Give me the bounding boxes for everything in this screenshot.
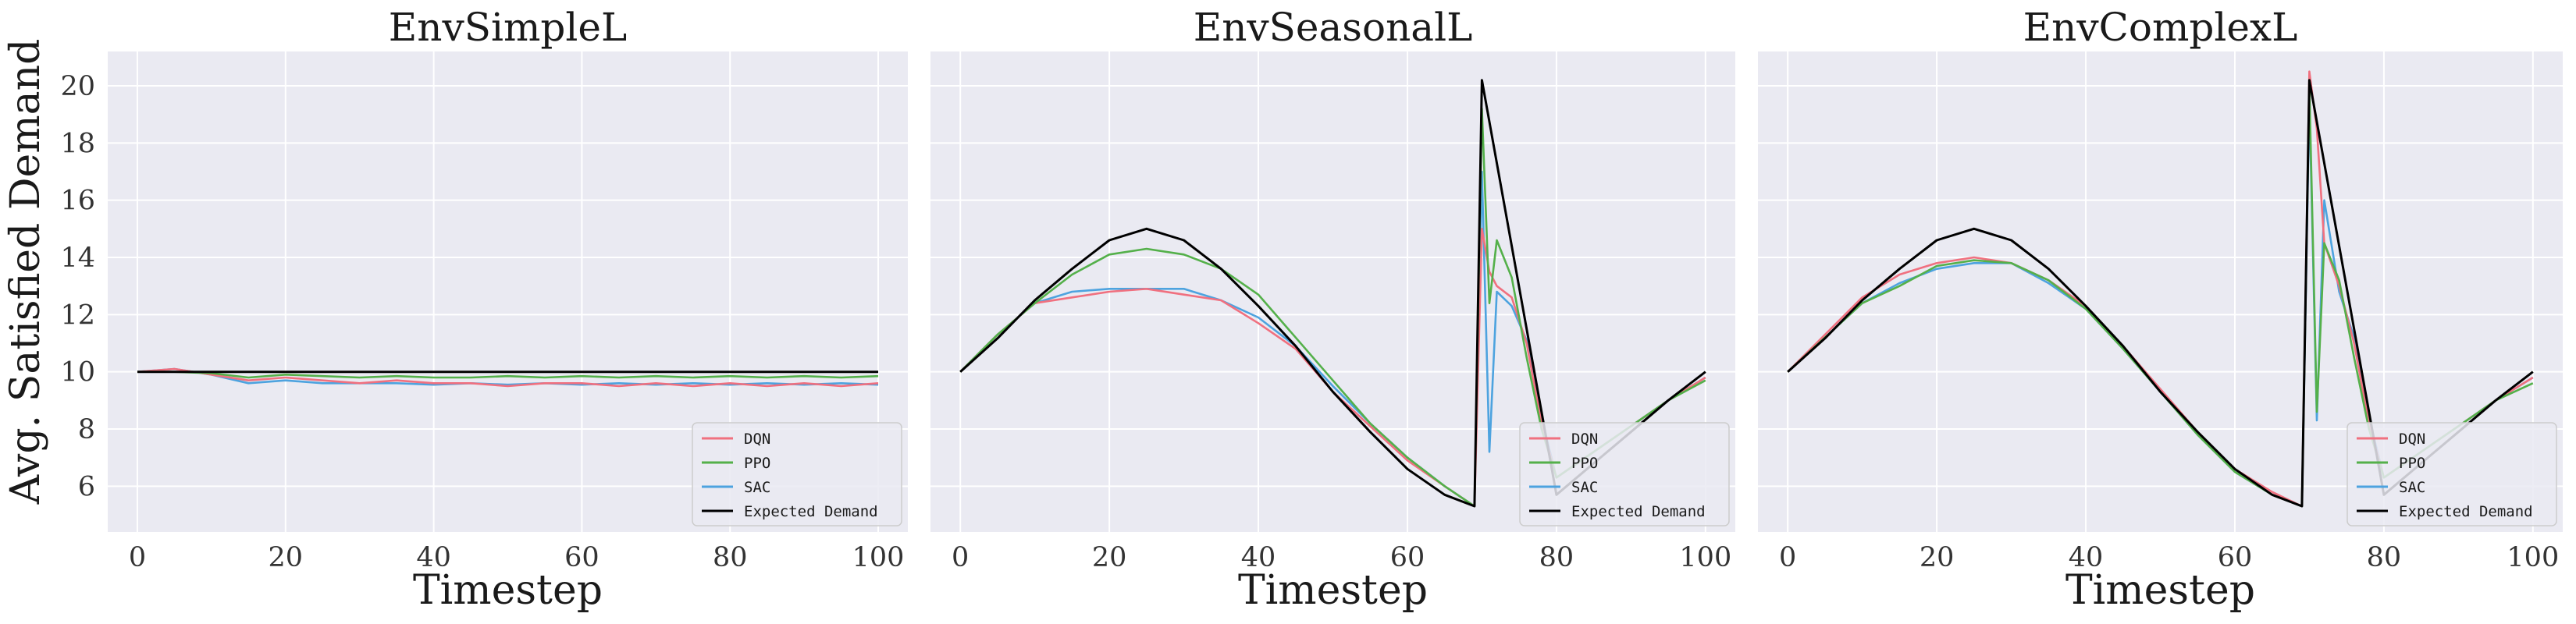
- chart-panel-2: 0 20 40 60 80 100 EnvSeasonalL Timestep DQN PPO SA…: [930, 5, 1735, 614]
- y-tick-label: 10: [60, 357, 95, 388]
- y-tick-label: 14: [60, 243, 95, 274]
- x-tick-label: 80: [1539, 542, 1574, 573]
- legend-label: Expected Demand: [2399, 503, 2533, 520]
- y-tick-label: 20: [60, 71, 95, 102]
- x-axis-label: Timestep: [413, 567, 603, 614]
- x-tick-label: 80: [2367, 542, 2402, 573]
- x-tick-label: 60: [564, 542, 600, 573]
- legend-label: DQN: [744, 431, 770, 448]
- legend-label: DQN: [2399, 431, 2425, 448]
- chart-title: EnvComplexL: [2023, 5, 2298, 50]
- legend-label: DQN: [1571, 431, 1598, 448]
- y-tick-label: 6: [78, 471, 95, 502]
- x-tick-label: 20: [1920, 542, 1955, 573]
- y-tick-label: 8: [78, 414, 95, 445]
- legend-label: PPO: [744, 455, 770, 472]
- legend: DQN PPO SAC Expected Demand: [692, 422, 902, 526]
- x-tick-label: 100: [1679, 542, 1731, 573]
- x-tick-label: 60: [2218, 542, 2253, 573]
- legend-box: [1519, 422, 1730, 526]
- x-tick-label: 40: [2069, 542, 2104, 573]
- legend-box: [692, 422, 902, 526]
- legend: DQN PPO SAC Expected Demand: [1519, 422, 1730, 526]
- x-tick-label: 100: [852, 542, 905, 573]
- legend-box: [2347, 422, 2557, 526]
- x-tick-label: 100: [2507, 542, 2559, 573]
- x-tick-label: 80: [713, 542, 748, 573]
- y-axis-label: Avg. Satisfied Demand: [2, 39, 49, 505]
- x-tick-label: 40: [1241, 542, 1276, 573]
- y-tick-label: 18: [60, 128, 95, 159]
- legend: DQN PPO SAC Expected Demand: [2347, 422, 2557, 526]
- y-tick-label: 12: [60, 300, 95, 331]
- chart-panel-1: 0 20 40 60 80 100 6 8 10 12 14 16 18 20 EnvSimpleL Time…: [60, 5, 908, 614]
- legend-label: PPO: [2399, 455, 2425, 472]
- chart-panel-3: 0 20 40 60 80 100 EnvComplexL Timestep DQN PPO SAC…: [1758, 5, 2563, 614]
- chart-title: EnvSimpleL: [389, 5, 627, 50]
- series-line-ppo: [137, 370, 879, 379]
- x-tick-label: 20: [269, 542, 304, 573]
- series-line-sac: [137, 367, 879, 386]
- y-tick-label: 16: [60, 186, 95, 217]
- x-tick-label: 0: [952, 542, 969, 573]
- legend-label: SAC: [744, 479, 770, 496]
- legend-label: SAC: [2399, 479, 2425, 496]
- legend-label: Expected Demand: [744, 503, 878, 520]
- x-tick-label: 40: [416, 542, 451, 573]
- x-tick-label: 0: [129, 542, 146, 573]
- x-tick-label: 20: [1092, 542, 1127, 573]
- x-axis-label: Timestep: [2065, 567, 2255, 614]
- legend-label: Expected Demand: [1571, 503, 1706, 520]
- legend-label: PPO: [1571, 455, 1598, 472]
- chart-title: EnvSeasonalL: [1194, 5, 1473, 50]
- series-line-dqn: [137, 367, 879, 388]
- x-tick-label: 0: [1779, 542, 1796, 573]
- x-axis-label: Timestep: [1238, 567, 1428, 614]
- x-tick-label: 60: [1390, 542, 1425, 573]
- legend-label: SAC: [1571, 479, 1598, 496]
